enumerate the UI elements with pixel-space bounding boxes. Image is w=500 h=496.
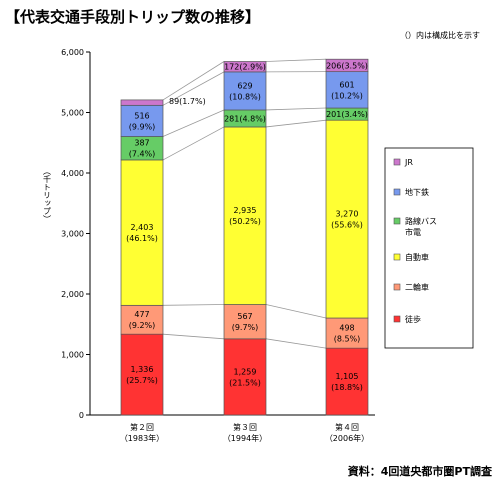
legend-box [384, 147, 474, 349]
bar-segment [120, 333, 164, 416]
legend-label: 徒歩 [405, 314, 421, 324]
connector-line [162, 109, 225, 137]
data-label: 516 [134, 111, 149, 120]
y-tick-label: 6,000 [61, 48, 84, 57]
bar-segment [120, 99, 164, 106]
data-label: 1,105 [336, 372, 359, 381]
legend-label: 路線バス [405, 216, 437, 226]
data-label: 477 [134, 310, 149, 319]
data-label: 281(4.8%) [224, 114, 266, 123]
x-tick-label: 第２回 [130, 422, 154, 432]
x-tick-label: （2006年） [325, 433, 369, 443]
source-note: 資料：4回道央都市圏PT調査 [348, 464, 492, 478]
bar-segment [223, 71, 267, 111]
connector-line [162, 333, 225, 340]
legend-label: 地下鉄 [405, 187, 429, 197]
connector-line [265, 338, 327, 349]
data-label: (9.2%) [129, 321, 156, 330]
legend-label: 自動車 [405, 252, 429, 262]
data-label: 3,270 [336, 210, 359, 219]
bar-segment [223, 304, 267, 340]
bar-segment [120, 104, 164, 137]
bar-segment [325, 58, 369, 73]
legend-label: JR [404, 158, 413, 167]
legend-swatch [393, 253, 401, 261]
data-label: 1,336 [131, 365, 154, 374]
legend-label: 二輪車 [405, 282, 429, 292]
legend-swatch [393, 283, 401, 291]
bar-segment [120, 159, 164, 306]
legend-swatch [393, 158, 401, 166]
data-label: 1,259 [234, 367, 257, 376]
connector-line [162, 71, 225, 106]
bar-segment [325, 71, 369, 109]
y-tick-label: 3,000 [61, 230, 84, 239]
data-label: (9.9%) [129, 122, 156, 131]
data-label: (46.1%) [126, 234, 158, 243]
connector-line [265, 304, 327, 319]
y-tick-label: 0 [79, 411, 84, 420]
bar-segment [325, 317, 369, 349]
chart-title: 【代表交通手段別トリップ数の推移】 [5, 8, 260, 26]
bar-segment [325, 119, 369, 319]
bar-segment [223, 338, 267, 416]
y-axis-label: （千トリップ） [43, 167, 52, 223]
chart-note: （）内は構成比を示す [400, 30, 480, 40]
data-label: (50.2%) [229, 217, 261, 226]
connector-line [265, 119, 327, 128]
data-label: (21.5%) [229, 378, 261, 387]
data-label: (55.6%) [331, 221, 363, 230]
bar-segment [325, 347, 369, 416]
connector-line [162, 126, 225, 161]
connector-line [265, 58, 327, 62]
data-label: 387 [134, 139, 149, 148]
data-label: 629 [237, 81, 252, 90]
data-label: 89(1.7%) [169, 97, 206, 106]
x-tick-label: （1983年） [120, 433, 164, 443]
data-label: 601 [339, 80, 354, 89]
data-label: 172(2.9%) [224, 63, 266, 72]
data-label: (10.2%) [331, 91, 363, 100]
data-label: 498 [339, 324, 354, 333]
data-label: (7.4%) [129, 150, 156, 159]
y-tick-label: 4,000 [61, 169, 84, 178]
data-label: (9.7%) [232, 323, 259, 332]
data-label: 206(3.5%) [326, 61, 368, 70]
x-tick-label: 第３回 [233, 422, 257, 432]
data-label: 567 [237, 312, 252, 321]
data-label: (8.5%) [334, 335, 361, 344]
y-tick-label: 1,000 [61, 351, 84, 360]
data-label: (18.8%) [331, 383, 363, 392]
y-tick-label: 5,000 [61, 109, 84, 118]
bar-segment [223, 126, 267, 305]
data-label: (10.8%) [229, 92, 261, 101]
x-tick-label: （1994年） [223, 433, 267, 443]
legend-swatch [393, 217, 401, 225]
legend-label: 市電 [405, 227, 421, 237]
data-label: 201(3.4%) [326, 110, 368, 119]
data-label: 2,935 [234, 206, 257, 215]
connector-line [162, 304, 225, 306]
legend-swatch [393, 315, 401, 323]
y-tick-label: 2,000 [61, 290, 84, 299]
connector-line [162, 61, 225, 101]
connector-line [265, 107, 327, 111]
bar-segment [223, 61, 267, 73]
legend-swatch [393, 188, 401, 196]
data-label: 2,403 [131, 223, 154, 232]
x-tick-label: 第４回 [335, 422, 359, 432]
data-label: (25.7%) [126, 376, 158, 385]
